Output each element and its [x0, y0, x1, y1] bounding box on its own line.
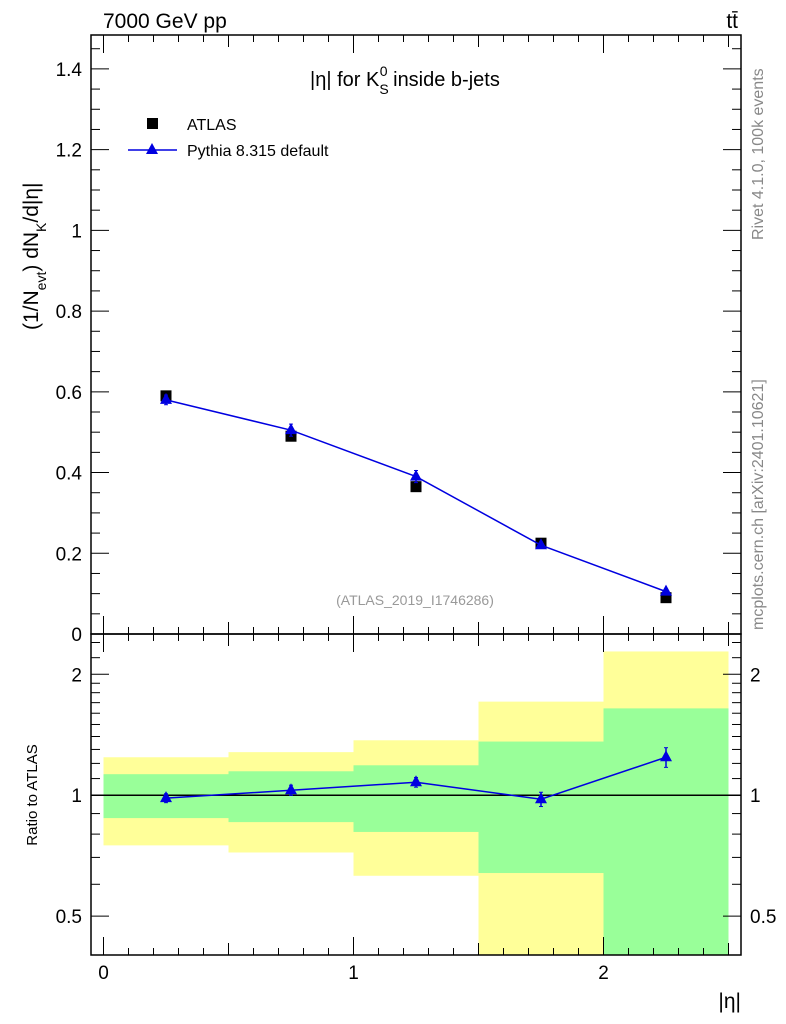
ratio-pythia-data-point	[285, 783, 297, 795]
y-tick-label: 0	[71, 625, 82, 646]
y-tick-label: 0.4	[56, 464, 83, 485]
y-tick-label: 0.8	[56, 302, 82, 323]
analysis-watermark: (ATLAS_2019_I1746286)	[336, 592, 494, 608]
y-tick-label: 1.2	[56, 141, 82, 162]
ratio-plot-frame	[90, 633, 742, 956]
pythia-data-point	[410, 469, 422, 481]
header-left: 7000 GeV pp	[103, 10, 227, 33]
side-label-top: Rivet 4.1.0, 100k events	[750, 68, 767, 240]
ratio-y-tick-label: 0.5	[56, 907, 82, 928]
pythia-data-point	[535, 538, 547, 550]
x-tick-label: 1	[348, 963, 359, 984]
legend-pythia-label: Pythia 8.315 default	[187, 143, 329, 160]
legend-pythia-marker	[146, 143, 158, 154]
pythia-line	[165, 399, 667, 593]
ratio-y-tick-label-right: 0.5	[750, 907, 776, 928]
side-label-bottom: mcplots.cern.ch [arXiv:2401.10621]	[750, 379, 767, 630]
ratio-band-green	[478, 741, 604, 874]
pythia-data-point	[160, 392, 172, 404]
y-tick-label: 1.4	[56, 60, 83, 81]
ratio-band-green	[228, 771, 354, 823]
x-tick-label: 0	[98, 963, 109, 984]
atlas-data-point	[660, 592, 672, 604]
ratio-pythia-data-point	[535, 792, 547, 804]
chart-title: |η| for K_S^0 inside b-jets	[310, 63, 500, 97]
y-axis-label: (1/Nevt) dNK/d|η|	[20, 182, 49, 330]
y-tick-label: 0.6	[56, 383, 82, 404]
pythia-data-point	[660, 584, 672, 596]
ratio-pythia-data-point	[660, 750, 672, 762]
pythia-data-point	[285, 423, 297, 435]
legend-atlas-marker	[147, 118, 158, 129]
ratio-y-tick-label-right: 1	[750, 786, 761, 807]
y-tick-label: 1	[71, 221, 82, 242]
legend: ATLAS Pythia 8.315 default	[128, 117, 329, 160]
x-tick-label: 2	[598, 963, 609, 984]
ratio-pythia-data-point	[410, 775, 422, 787]
ratio-y-tick-label: 2	[71, 665, 82, 686]
y-tick-label: 0.2	[56, 544, 82, 565]
ratio-band-green	[603, 708, 729, 955]
ratio-y-axis-label: Ratio to ATLAS	[24, 744, 41, 845]
x-axis-label: |η|	[718, 990, 741, 1013]
ratio-y-tick-label: 1	[71, 786, 82, 807]
header-right: tt̄	[726, 10, 738, 33]
ratio-y-tick-label-right: 2	[750, 665, 761, 686]
atlas-data-point	[410, 481, 422, 493]
legend-atlas-label: ATLAS	[187, 117, 237, 134]
ratio-pythia-data-point	[160, 791, 172, 803]
